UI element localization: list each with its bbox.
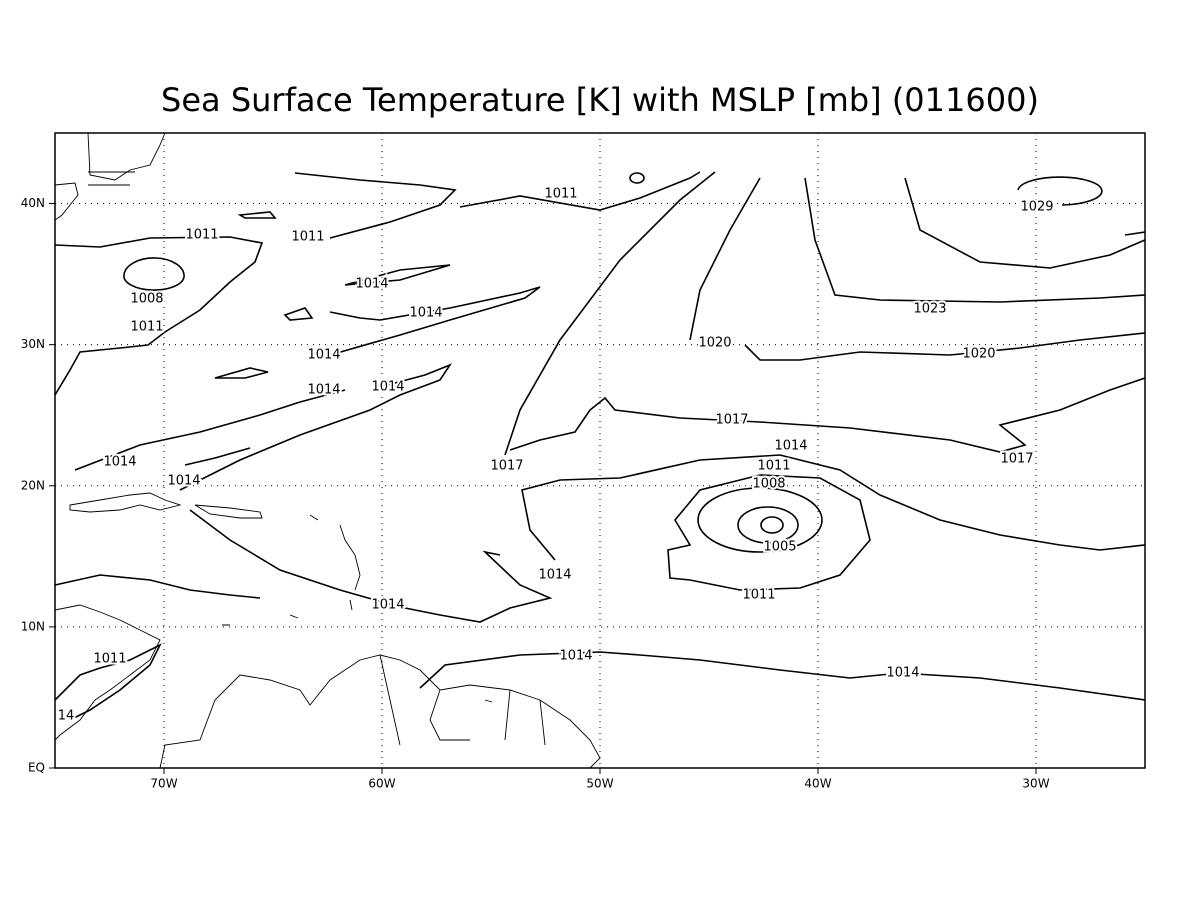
contour-label: 1011 (93, 652, 126, 667)
contour-line (689, 177, 761, 341)
contour-label: 1014 (307, 348, 340, 363)
coastline (54, 182, 79, 221)
contour-label: 1014 (371, 380, 404, 395)
lon-label: 60W (368, 777, 395, 791)
coastline (54, 604, 161, 741)
map-frame (54, 132, 1146, 769)
lat-label: EQ (28, 761, 45, 775)
coastline (69, 492, 182, 513)
lat-label: 10N (21, 619, 45, 633)
contour-line (179, 363, 453, 491)
contour-label: 1020 (962, 347, 995, 362)
contour-label: 1014 (886, 666, 919, 681)
coastline (88, 171, 135, 186)
contour-line (760, 516, 784, 534)
contour-line (214, 367, 269, 379)
lat-label: 30N (21, 337, 45, 351)
contour-line (419, 651, 1146, 701)
contour-line (1017, 176, 1103, 206)
contour-line (237, 211, 314, 321)
contour-label: 14 (58, 709, 75, 724)
contour-label: 1014 (538, 568, 571, 583)
lat-label: 20N (21, 478, 45, 492)
contour-line (504, 171, 716, 456)
contour-line (54, 236, 264, 396)
contour-line (804, 177, 1146, 303)
contours (54, 171, 1146, 768)
coastline (379, 654, 546, 746)
lon-label: 40W (804, 777, 831, 791)
contour-line (459, 171, 701, 211)
contour-line (329, 286, 541, 356)
lat-label: 40N (21, 196, 45, 210)
contour-line (521, 454, 1146, 561)
contour-line (54, 574, 261, 599)
contour-label: 1008 (130, 292, 163, 307)
contour-line (629, 172, 1146, 236)
contour-label: 1017 (490, 459, 523, 474)
contour-label: 1023 (913, 302, 946, 317)
contour-label: 1011 (544, 187, 577, 202)
contour-label: 1011 (757, 459, 790, 474)
contour-labels: 1011 1011 1011 1008 1011 1014 1014 1014 … (56, 185, 1056, 726)
contour-line (509, 377, 1146, 453)
contour-label: 1014 (167, 474, 200, 489)
lon-label: 30W (1022, 777, 1049, 791)
contour-label: 1014 (559, 649, 592, 664)
contour-label: 1014 (371, 598, 404, 613)
contour-label: 1014 (307, 383, 340, 398)
map-title: Sea Surface Temperature [K] with MSLP [m… (161, 81, 1039, 119)
contour-line (744, 332, 1146, 361)
contour-label: 1020 (698, 336, 731, 351)
lon-label: 70W (150, 777, 177, 791)
contour-line (737, 506, 799, 544)
contour-label: 1017 (1000, 452, 1033, 467)
contour-label: 1005 (763, 540, 796, 555)
coastline (222, 514, 493, 703)
contour-label: 1014 (774, 439, 807, 454)
coastline (194, 504, 263, 519)
lon-label: 50W (586, 777, 613, 791)
contour-line (294, 172, 457, 239)
contour-line (123, 257, 185, 291)
contour-label: 1011 (130, 320, 163, 335)
contour-line (904, 177, 1146, 269)
contour-line (344, 264, 451, 286)
contour-line (667, 474, 871, 591)
contour-label: 1014 (355, 277, 388, 292)
contour-line (54, 643, 162, 721)
contour-line (697, 487, 823, 553)
coastlines (54, 132, 601, 769)
contour-label: 1011 (291, 230, 324, 245)
contour-line (74, 389, 346, 471)
contour-label: 1008 (752, 477, 785, 492)
contour-label: 1014 (103, 455, 136, 470)
coastline (87, 132, 166, 181)
contour-label: 1011 (742, 588, 775, 603)
graticule (49, 133, 1145, 774)
contour-label: 1011 (185, 228, 218, 243)
contour-label: 1014 (409, 306, 442, 321)
contour-label: 1017 (715, 413, 748, 428)
contour-label: 1029 (1020, 200, 1053, 215)
